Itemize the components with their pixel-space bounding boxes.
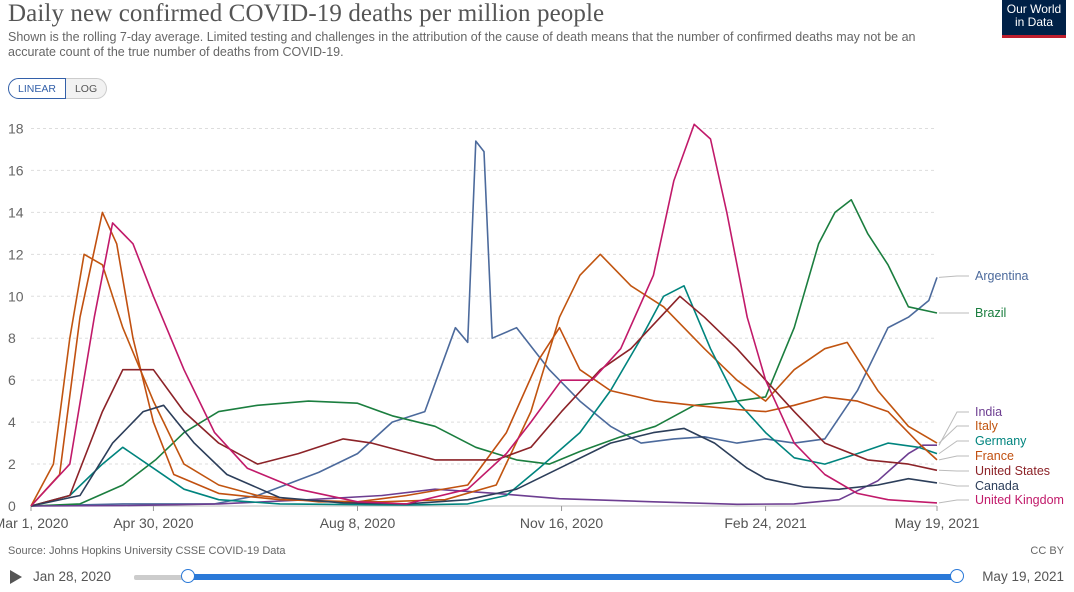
legend-connector <box>938 499 969 504</box>
timeline-start-handle[interactable] <box>181 569 196 583</box>
y-tick-label: 6 <box>8 372 16 388</box>
logo-line-2: in Data <box>1014 15 1054 29</box>
gridlines <box>31 127 937 507</box>
timeline-range-fill <box>188 574 957 580</box>
series-line-italy[interactable] <box>30 253 938 507</box>
legend-label[interactable]: Canada <box>975 479 1019 493</box>
y-tick-label: 10 <box>8 288 24 304</box>
y-tick-label: 8 <box>8 330 16 346</box>
legend-connector <box>938 469 969 472</box>
series-line-germany[interactable] <box>30 285 938 507</box>
legend-label[interactable]: United States <box>975 464 1050 478</box>
play-icon[interactable] <box>10 570 22 584</box>
legend-connector <box>938 455 969 461</box>
series-line-france[interactable] <box>30 211 938 507</box>
scale-toggle: LINEAR LOG <box>8 78 108 99</box>
legend-connector <box>938 482 969 487</box>
timeline-end-handle[interactable] <box>950 569 964 583</box>
y-tick-label: 2 <box>8 456 16 472</box>
log-scale-button[interactable]: LOG <box>65 78 108 99</box>
x-axis-ticks: Mar 1, 2020 Apr 30, 2020 Aug 8, 2020 Nov 16… <box>0 506 980 531</box>
legend-connector <box>938 440 969 455</box>
timeline-start-date: Jan 28, 2020 <box>33 569 112 584</box>
x-tick-label: Nov 16, 2020 <box>520 515 603 531</box>
legend-connector <box>938 411 969 446</box>
chart-title: Daily new confirmed COVID-19 deaths per … <box>8 0 605 27</box>
series-line-canada[interactable] <box>30 404 938 507</box>
series-line-brazil[interactable] <box>30 199 938 507</box>
owid-logo[interactable]: Our World in Data <box>1002 0 1066 38</box>
series-line-united-states[interactable] <box>30 295 938 507</box>
x-tick-label: May 19, 2021 <box>895 515 980 531</box>
y-tick-label: 0 <box>8 498 16 514</box>
y-tick-label: 12 <box>8 246 24 262</box>
timeline-end-date: May 19, 2021 <box>982 569 1064 584</box>
x-tick-label: Aug 8, 2020 <box>320 515 396 531</box>
timeline: Jan 28, 2020 May 19, 2021 <box>0 562 1074 592</box>
legend-connector <box>938 275 969 278</box>
chart-subtitle: Shown is the rolling 7-day average. Limi… <box>8 30 916 59</box>
series-lines <box>30 123 938 507</box>
legend-label[interactable]: Germany <box>975 434 1027 448</box>
legend-connector <box>938 425 969 444</box>
y-tick-label: 16 <box>8 162 24 178</box>
y-tick-label: 18 <box>8 120 24 136</box>
series-legend: ArgentinaBrazilIndiaItalyGermanyFranceUn… <box>938 269 1064 507</box>
source-note[interactable]: Source: Johns Hopkins University CSSE CO… <box>8 545 286 557</box>
legend-label[interactable]: Brazil <box>975 306 1006 320</box>
y-axis-ticks: 0 2 4 6 8 10 12 14 16 18 <box>8 120 24 514</box>
series-line-united-kingdom[interactable] <box>30 123 938 507</box>
x-tick-label: Mar 1, 2020 <box>0 515 69 531</box>
y-tick-label: 14 <box>8 204 24 220</box>
y-tick-label: 4 <box>8 414 16 430</box>
series-line-argentina[interactable] <box>30 140 938 507</box>
logo-line-1: Our World <box>1006 2 1062 16</box>
x-tick-label: Feb 24, 2021 <box>724 515 807 531</box>
x-tick-label: Apr 30, 2020 <box>113 515 193 531</box>
series-line-india[interactable] <box>30 444 937 507</box>
legend-label[interactable]: Italy <box>975 419 999 433</box>
legend-label[interactable]: France <box>975 449 1014 463</box>
legend-label[interactable]: United Kingdom <box>975 493 1064 507</box>
linear-scale-button[interactable]: LINEAR <box>8 78 66 99</box>
license-link[interactable]: CC BY <box>1030 545 1064 557</box>
legend-label[interactable]: India <box>975 405 1002 419</box>
legend-label[interactable]: Argentina <box>975 269 1029 283</box>
line-chart: 0 2 4 6 8 10 12 14 16 18 Mar 1, 2020 Apr 30, 2020 A… <box>0 120 1064 531</box>
